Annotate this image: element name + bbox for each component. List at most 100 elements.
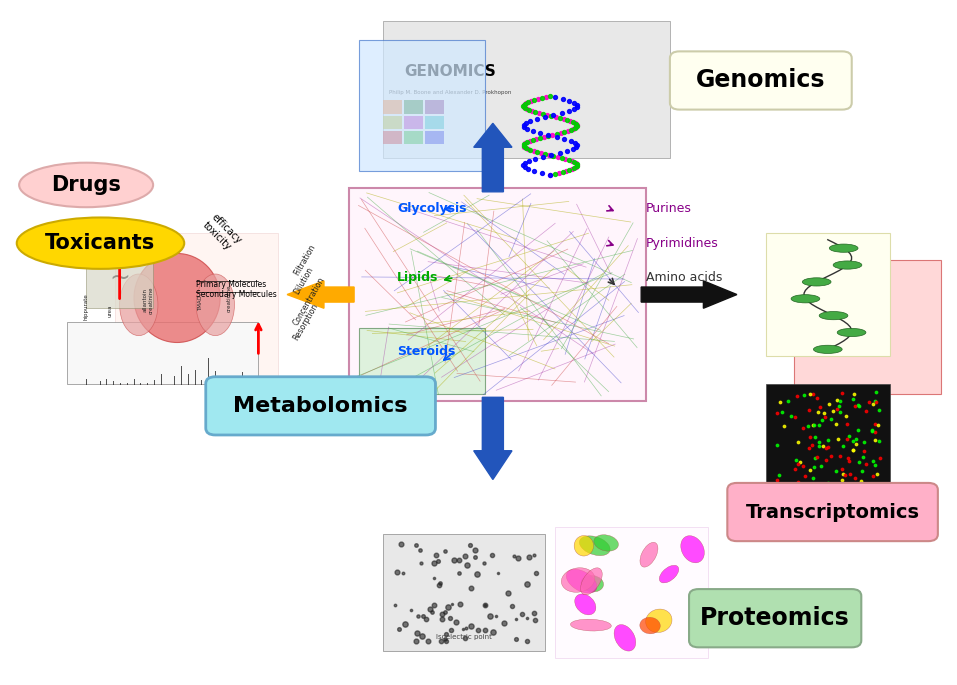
Point xyxy=(845,445,860,456)
Point xyxy=(539,91,554,102)
Point xyxy=(530,93,545,104)
Text: Isoelectric point: Isoelectric point xyxy=(436,634,492,640)
Point xyxy=(563,124,578,135)
FancyBboxPatch shape xyxy=(555,527,708,658)
Ellipse shape xyxy=(659,565,679,583)
Point xyxy=(813,460,829,471)
Point xyxy=(459,560,475,571)
Point xyxy=(554,108,569,119)
Point xyxy=(568,137,583,148)
Point xyxy=(521,97,536,108)
Point xyxy=(569,159,585,170)
Point xyxy=(387,599,402,610)
Point xyxy=(769,475,785,486)
Point xyxy=(847,388,862,399)
Bar xyxy=(425,101,444,114)
Bar xyxy=(359,328,485,394)
Point xyxy=(796,423,812,434)
Point xyxy=(820,435,835,446)
Point xyxy=(801,443,816,454)
Point xyxy=(557,126,572,137)
Point xyxy=(516,119,531,130)
Point xyxy=(568,119,584,129)
Point xyxy=(555,93,570,104)
Point xyxy=(437,634,453,645)
Text: Genomics: Genomics xyxy=(696,68,826,92)
Bar xyxy=(425,131,444,144)
Point xyxy=(537,148,552,159)
Point xyxy=(796,389,812,400)
FancyArrow shape xyxy=(287,281,354,308)
Point xyxy=(849,434,864,445)
Point xyxy=(569,99,585,110)
Point xyxy=(564,155,579,166)
Point xyxy=(526,549,542,560)
Point xyxy=(805,440,820,451)
Ellipse shape xyxy=(834,261,862,269)
Point xyxy=(517,161,532,172)
Point xyxy=(569,121,585,132)
Point xyxy=(446,554,461,565)
Point xyxy=(800,421,815,432)
Point xyxy=(518,117,533,128)
Ellipse shape xyxy=(134,253,220,342)
FancyBboxPatch shape xyxy=(383,21,670,158)
Ellipse shape xyxy=(680,536,704,563)
Ellipse shape xyxy=(581,568,602,595)
Point xyxy=(534,92,549,103)
Point xyxy=(523,136,538,147)
Point xyxy=(470,569,485,580)
Point xyxy=(774,407,790,418)
Point xyxy=(565,143,580,154)
Ellipse shape xyxy=(567,569,597,593)
Point xyxy=(520,136,535,147)
Point xyxy=(527,153,543,164)
Point xyxy=(867,395,882,406)
Point xyxy=(818,443,834,453)
Point xyxy=(556,113,571,124)
Point xyxy=(533,147,548,158)
Point xyxy=(845,394,860,405)
Point xyxy=(522,155,537,166)
Bar xyxy=(404,131,423,144)
Point xyxy=(868,460,883,471)
Point xyxy=(557,134,572,145)
Text: urea: urea xyxy=(107,305,113,317)
Point xyxy=(824,451,839,462)
Point xyxy=(567,97,582,108)
Point xyxy=(560,114,575,125)
Point xyxy=(788,463,803,474)
Point xyxy=(444,598,459,609)
Text: Amino acids: Amino acids xyxy=(646,271,723,284)
Point xyxy=(456,623,471,634)
Text: hippurate: hippurate xyxy=(83,292,89,319)
Point xyxy=(833,395,848,406)
Point xyxy=(565,116,580,127)
Text: Concentration: Concentration xyxy=(292,275,327,327)
Point xyxy=(516,99,531,110)
Ellipse shape xyxy=(196,274,234,336)
Point xyxy=(519,636,534,647)
Point xyxy=(858,459,874,470)
Point xyxy=(558,153,573,164)
Point xyxy=(808,453,823,464)
Point xyxy=(855,466,870,477)
Point xyxy=(462,539,478,550)
Point xyxy=(518,142,533,153)
Point xyxy=(817,412,833,423)
Point xyxy=(432,579,447,590)
Point xyxy=(815,440,831,451)
Point xyxy=(569,119,585,130)
FancyBboxPatch shape xyxy=(67,322,258,384)
Point xyxy=(519,103,534,114)
Point xyxy=(437,546,453,557)
Point xyxy=(516,140,531,151)
Point xyxy=(518,102,533,113)
Point xyxy=(520,123,535,134)
Text: TMAO: TMAO xyxy=(198,295,204,310)
Point xyxy=(520,579,535,590)
Point xyxy=(427,573,442,584)
Point xyxy=(788,455,803,466)
Point xyxy=(806,420,821,431)
Point xyxy=(792,456,808,467)
